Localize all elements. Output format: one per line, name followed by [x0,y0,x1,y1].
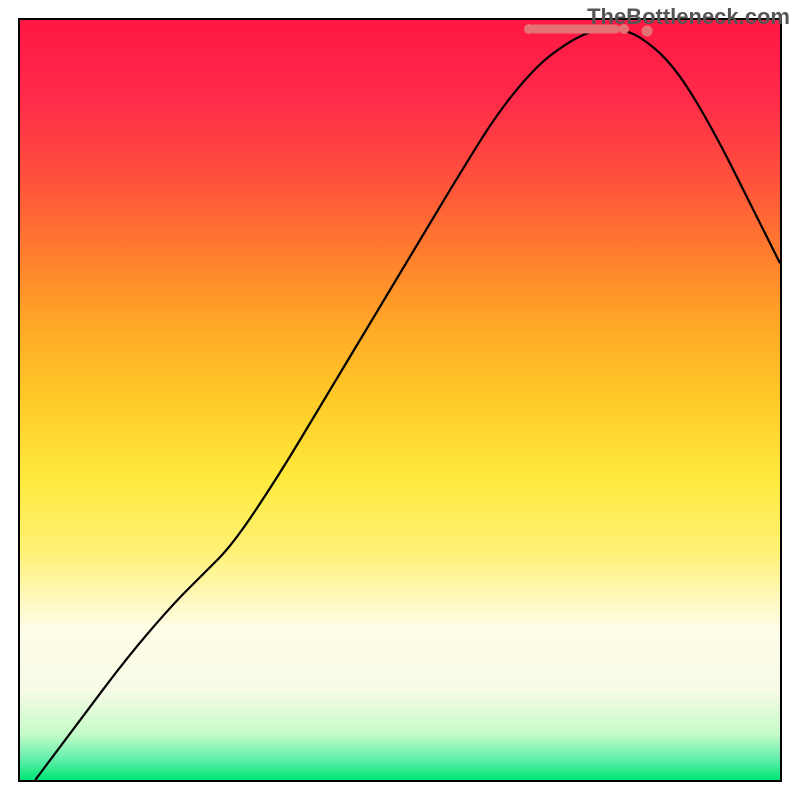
chart-container: TheBottleneck.com [0,0,800,800]
watermark-text: TheBottleneck.com [587,4,790,30]
plot-area [18,18,782,782]
markers-layer [20,20,780,780]
highlight-dot-0 [524,24,534,34]
